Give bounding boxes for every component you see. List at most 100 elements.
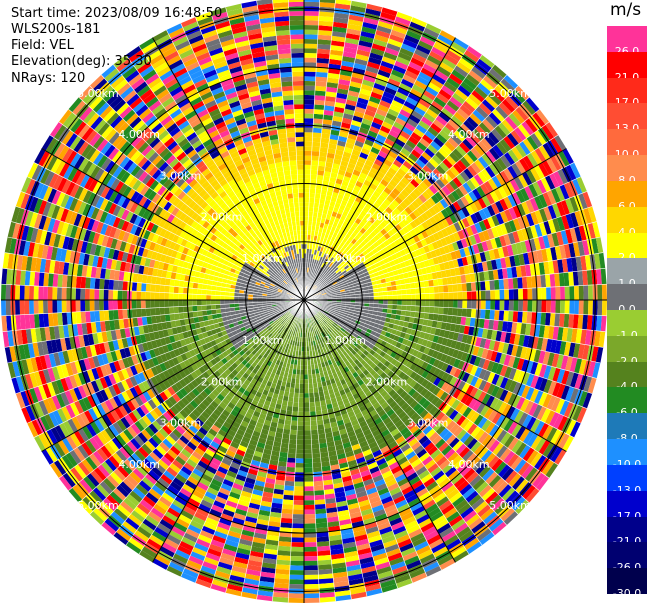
range-gate [293, 397, 299, 403]
range-gate [564, 300, 570, 314]
range-gate [310, 263, 314, 269]
range-gate [304, 565, 319, 571]
range-gate [289, 579, 304, 585]
range-gate [326, 152, 335, 159]
range-gate [304, 104, 315, 110]
range-gate [304, 155, 312, 161]
range-gate [304, 481, 314, 487]
range-gate [318, 203, 325, 209]
range-gate [316, 179, 323, 185]
range-gate [313, 118, 323, 124]
range-gate [291, 542, 304, 548]
range-gate [304, 430, 312, 436]
range-gate [323, 114, 334, 121]
range-gate [304, 141, 313, 147]
range-gate [324, 199, 331, 206]
range-gate [304, 62, 317, 68]
range-gate [494, 300, 500, 311]
range-gate [462, 291, 468, 300]
range-gate [333, 158, 342, 165]
range-gate [304, 500, 315, 506]
range-gate [282, 433, 290, 440]
range-gate [508, 300, 514, 311]
range-gate [304, 597, 320, 603]
range-gate [304, 486, 314, 492]
range-gate [304, 80, 316, 86]
range-gate [310, 235, 315, 241]
range-gate [316, 53, 330, 59]
range-gate [307, 277, 310, 282]
range-gate [304, 234, 308, 240]
range-gate [401, 294, 407, 300]
range-gate [345, 99, 358, 107]
range-gate [318, 156, 327, 162]
range-gate [304, 90, 315, 96]
range-gate [309, 197, 315, 203]
range-gate [344, 103, 356, 111]
range-gate [383, 300, 388, 305]
range-gate [309, 192, 316, 198]
range-gate [325, 96, 337, 102]
range-gate [280, 517, 293, 524]
range-gate [550, 286, 556, 300]
range-gate [541, 287, 547, 300]
range-gate [304, 374, 309, 380]
range-gate [498, 279, 505, 290]
range-gate [546, 300, 552, 313]
range-gate [290, 551, 304, 557]
range-gate [304, 253, 307, 259]
range-gate [304, 66, 317, 72]
range-gate [315, 221, 321, 227]
range-gate [289, 429, 298, 435]
range-gate [304, 39, 318, 44]
range-gate [331, 35, 346, 43]
range-gate [499, 289, 505, 300]
range-gate [312, 211, 318, 218]
range-gate [304, 188, 310, 193]
range-gate [434, 300, 440, 308]
range-gate [304, 593, 320, 599]
range-gate [288, 593, 304, 599]
range-gate [299, 388, 304, 394]
range-gate [324, 166, 333, 173]
range-gate [321, 128, 331, 135]
range-gate [304, 183, 311, 189]
range-gate [315, 513, 327, 519]
range-gate [292, 518, 304, 524]
range-gate [319, 147, 329, 153]
range-gate [320, 137, 330, 144]
range-gate [282, 428, 291, 435]
range-gate [369, 296, 374, 300]
range-gate [284, 419, 292, 426]
range-gate [300, 369, 304, 375]
range-gate [443, 284, 449, 293]
range-gate [326, 77, 339, 84]
range-gate [315, 517, 328, 524]
range-gate [330, 172, 338, 179]
range-gate [348, 14, 365, 22]
range-gate [457, 300, 463, 309]
range-gate [425, 293, 430, 300]
range-gate [319, 198, 326, 205]
range-gate [387, 295, 393, 300]
range-gate [345, 33, 361, 41]
range-gate [518, 300, 524, 312]
range-gate [304, 439, 312, 445]
range-gate [321, 184, 329, 191]
range-gate [314, 104, 325, 110]
range-gate [314, 490, 325, 496]
range-gate [336, 92, 348, 100]
range-gate [295, 467, 304, 473]
range-gate [304, 108, 314, 114]
range-gate [316, 217, 322, 223]
range-gate [387, 300, 393, 305]
range-gate [583, 285, 589, 300]
range-gate [281, 513, 293, 519]
range-gate [304, 160, 312, 165]
range-gate [323, 175, 331, 182]
range-gate [311, 151, 320, 157]
range-gate [423, 312, 430, 320]
range-gate [470, 282, 477, 292]
range-gate [304, 360, 308, 366]
range-gate [521, 276, 528, 289]
